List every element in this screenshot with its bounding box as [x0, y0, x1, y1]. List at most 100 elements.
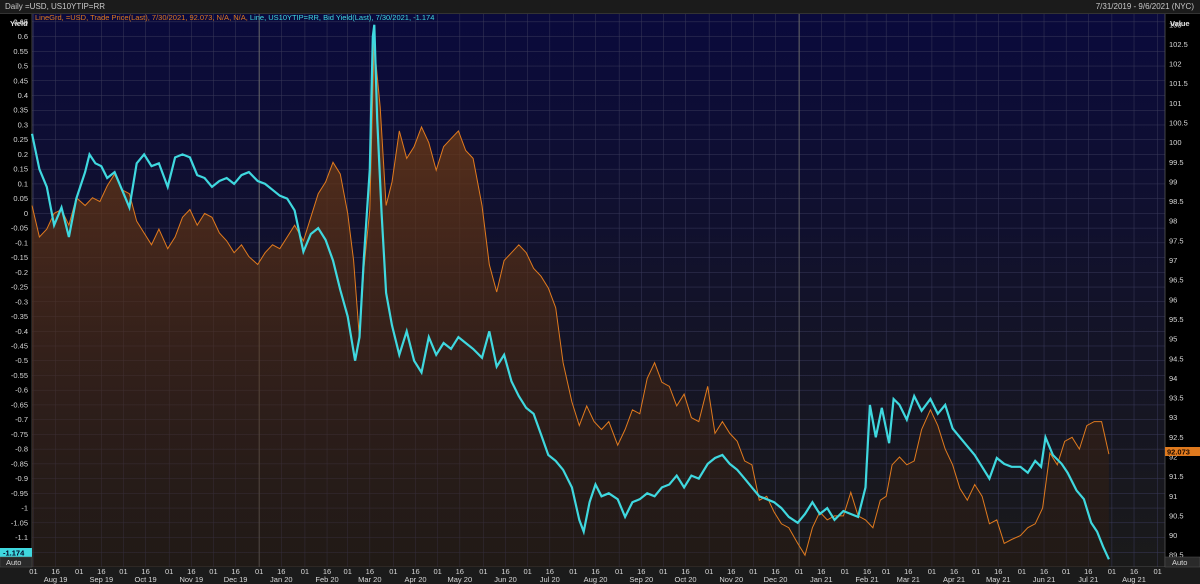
x-day-tick-label: 16 [863, 567, 871, 576]
right-axis: 103 102.5 102 101.5 101 100.5 100 99.5 99 98.5 98 9… [1169, 20, 1188, 559]
x-day-tick-label: 01 [119, 567, 127, 576]
x-month-label: May 20 [448, 575, 473, 584]
x-month-label: Feb 21 [855, 575, 878, 584]
x-month-label: Jan 20 [270, 575, 293, 584]
x-day-tick-label: 16 [323, 567, 331, 576]
x-day-tick-label: 16 [51, 567, 59, 576]
left-tick-label: -0.6 [15, 386, 28, 395]
left-tick-label: 0.05 [13, 194, 28, 203]
x-axis-band [0, 567, 1200, 584]
right-tick-label: 99 [1169, 177, 1177, 186]
right-tick-label: 101 [1169, 99, 1182, 108]
left-tick-label: -0.7 [15, 415, 28, 424]
x-month-label: May 21 [986, 575, 1011, 584]
right-tick-label: 99.5 [1169, 158, 1184, 167]
left-axis: 0.65 0.6 0.55 0.5 0.45 0.4 0.35 0.3 0.25 0.2 0.15 0… [11, 17, 28, 556]
x-month-label: Dec 20 [764, 575, 788, 584]
x-day-tick-label: 01 [524, 567, 532, 576]
x-day-tick-label: 01 [75, 567, 83, 576]
left-current-value-tag: -1.174 [0, 548, 32, 558]
left-tick-label: 0.35 [13, 106, 28, 115]
left-tick-label: -0.05 [11, 224, 28, 233]
left-tick-label: 0.1 [18, 179, 28, 188]
left-tick-label: 0.15 [13, 165, 28, 174]
left-tick-label: -0.55 [11, 371, 28, 380]
x-day-tick-label: 16 [681, 567, 689, 576]
x-month-label: Feb 20 [315, 575, 338, 584]
left-auto-button[interactable]: Auto [0, 556, 33, 568]
right-axis-title: Value [1170, 19, 1190, 28]
right-tick-label: 93 [1169, 413, 1177, 422]
x-day-tick-label: 16 [591, 567, 599, 576]
left-tick-label: -1 [21, 504, 28, 513]
x-month-label: Aug 19 [44, 575, 68, 584]
right-tick-label: 93.5 [1169, 394, 1184, 403]
x-day-tick-label: 16 [411, 567, 419, 576]
x-day-tick-label: 01 [255, 567, 263, 576]
right-tick-label: 100.5 [1169, 119, 1188, 128]
right-tick-label: 102 [1169, 60, 1182, 69]
left-tick-label: 0.2 [18, 150, 28, 159]
x-month-label: Apr 21 [943, 575, 965, 584]
right-tick-label: 91 [1169, 492, 1177, 501]
left-tick-label: 0 [24, 209, 28, 218]
legend: LineGrd, =USD, Trade Price(Last), 7/30/2… [35, 13, 434, 22]
left-tick-label: -1.05 [11, 518, 28, 527]
right-tick-label: 98 [1169, 217, 1177, 226]
x-day-tick-label: 16 [904, 567, 912, 576]
left-tick-label: 0.45 [13, 76, 28, 85]
x-day-tick-label: 16 [1084, 567, 1092, 576]
right-tick-label: 98.5 [1169, 197, 1184, 206]
right-current-value: 92.073 [1167, 448, 1190, 457]
legend-tips-yield: Line, US10YTIP=RR, Bid Yield(Last), 7/30… [250, 13, 434, 22]
left-tick-label: 0.55 [13, 47, 28, 56]
x-day-tick-label: 16 [141, 567, 149, 576]
left-tick-label: -0.2 [15, 268, 28, 277]
x-day-tick-label: 16 [231, 567, 239, 576]
x-month-label: Apr 20 [405, 575, 427, 584]
x-day-tick-label: 16 [727, 567, 735, 576]
right-tick-label: 94.5 [1169, 354, 1184, 363]
x-day-tick-label: 16 [366, 567, 374, 576]
x-month-label: Mar 20 [358, 575, 381, 584]
x-day-tick-label: 01 [434, 567, 442, 576]
x-day-tick-label: 01 [749, 567, 757, 576]
x-month-label: Nov 19 [179, 575, 203, 584]
right-tick-label: 91.5 [1169, 472, 1184, 481]
x-axis: 01 16 01 16 01 16 01 16 01 16 01 16 01 16 01 16 01 16 01 16… [0, 567, 1200, 584]
x-day-tick-label: 01 [705, 567, 713, 576]
x-day-tick-label: 16 [1130, 567, 1138, 576]
left-tick-label: -0.15 [11, 253, 28, 262]
x-day-tick-label: 01 [479, 567, 487, 576]
tips-yield-line [30, 24, 1110, 560]
x-day-tick-label: 01 [209, 567, 217, 576]
left-tick-label: -1.1 [15, 533, 28, 542]
left-tick-label: -0.1 [15, 238, 28, 247]
x-day-tick-label: 16 [1040, 567, 1048, 576]
svg-text:Auto: Auto [1172, 558, 1187, 567]
left-tick-label: -0.3 [15, 297, 28, 306]
x-month-label: Sep 20 [629, 575, 653, 584]
left-tick-label: -0.8 [15, 445, 28, 454]
x-day-tick-label: 01 [1062, 567, 1070, 576]
right-tick-label: 92 [1169, 452, 1177, 461]
x-day-tick-label: 16 [994, 567, 1002, 576]
x-day-tick-label: 01 [165, 567, 173, 576]
left-tick-label: -0.35 [11, 312, 28, 321]
right-tick-label: 90 [1169, 531, 1177, 540]
x-day-tick-label: 01 [1018, 567, 1026, 576]
x-month-label: Sep 19 [89, 575, 113, 584]
left-tick-label: -0.65 [11, 400, 28, 409]
left-tick-label: -0.85 [11, 459, 28, 468]
usd-price-line [31, 32, 1110, 557]
svg-text:Auto: Auto [6, 558, 21, 567]
right-auto-button[interactable]: Auto [1164, 556, 1200, 568]
left-tick-label: 0.3 [18, 120, 28, 129]
x-month-label: Aug 21 [1122, 575, 1146, 584]
right-current-value-tag: 92.073 [1165, 447, 1200, 457]
x-day-tick-label: 16 [456, 567, 464, 576]
left-tick-label: 0.25 [13, 135, 28, 144]
x-day-tick-label: 16 [187, 567, 195, 576]
x-day-tick-label: 16 [97, 567, 105, 576]
